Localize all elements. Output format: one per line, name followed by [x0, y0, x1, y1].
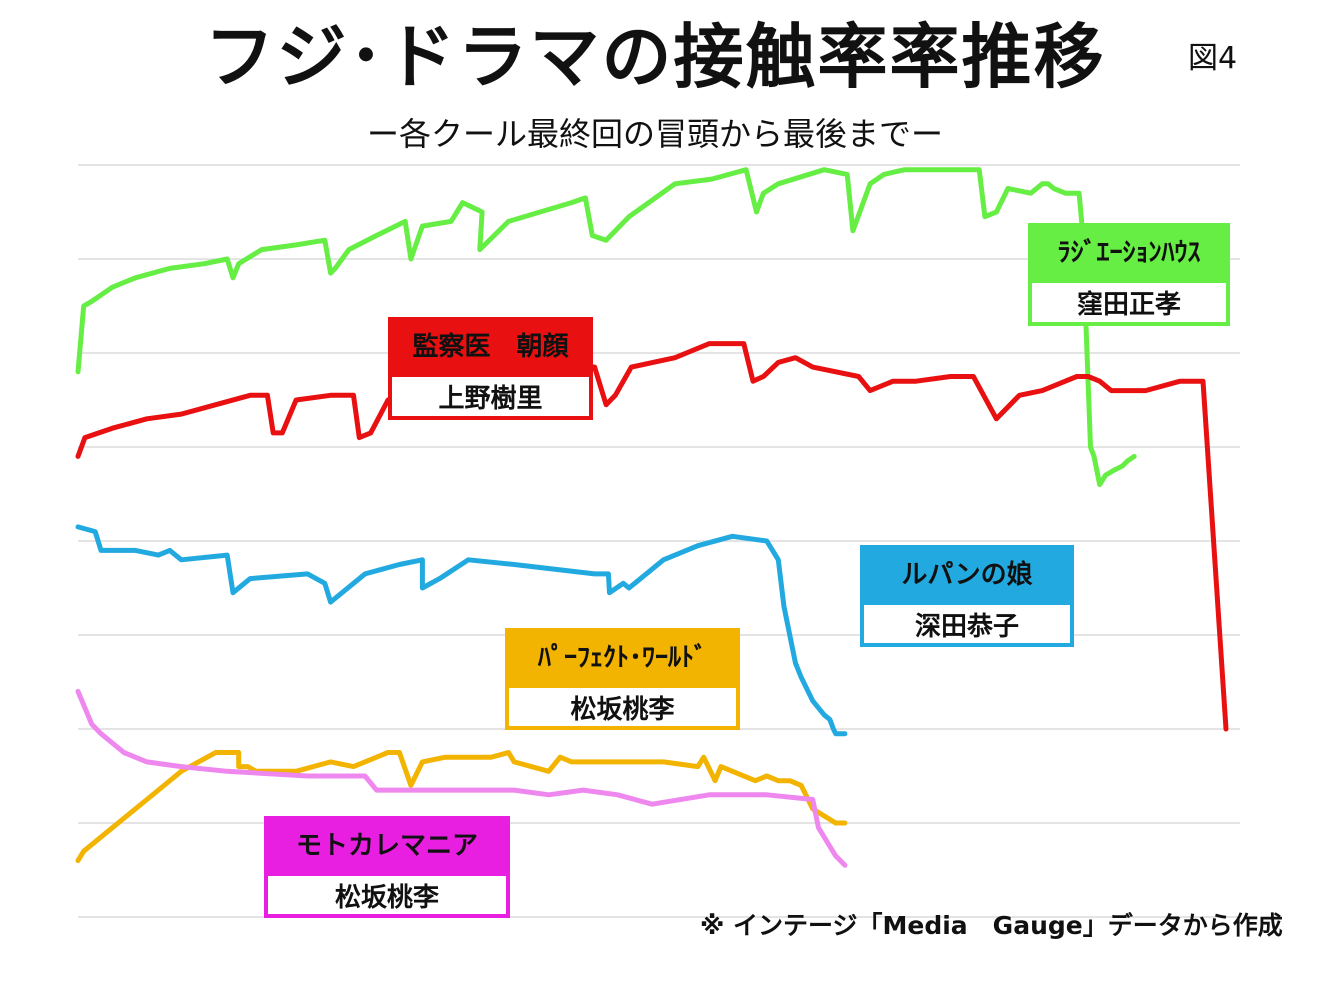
legend-kansatsui-asagao: 監察医 朝顔 上野樹里	[388, 317, 593, 420]
legend-show-label: ﾗｼﾞｴｰｼｮﾝﾊｳｽ	[1032, 227, 1226, 283]
legend-lupin-no-musume: ルパンの娘 深田恭子	[860, 545, 1074, 647]
series-line-2	[75, 524, 848, 737]
series-line-1	[75, 341, 1229, 732]
legend-actor-label: 松坂桃李	[570, 695, 675, 725]
legend-motokare-mania: モトカレマニア 松坂桃李	[264, 816, 510, 918]
legend-actor-label: 窪田正孝	[1076, 290, 1181, 320]
legend-show-label: モトカレマニア	[268, 820, 506, 876]
series-line-0	[75, 167, 1137, 488]
legend-perfect-world: ﾊﾟｰﾌｪｸﾄ･ﾜｰﾙﾄﾞ 松坂桃李	[505, 628, 740, 730]
series-line-4	[75, 688, 848, 868]
legend-actor-label: 松坂桃李	[334, 883, 439, 913]
legend-radiation-house: ﾗｼﾞｴｰｼｮﾝﾊｳｽ 窪田正孝	[1028, 223, 1230, 326]
series-line-3	[75, 750, 848, 864]
chart-subtitle: ー各クール最終回の冒頭から最後までー	[366, 115, 943, 153]
series-lines	[75, 167, 1229, 868]
legend-actor-label: 上野樹里	[438, 384, 543, 414]
figure-label: 図4	[1188, 41, 1238, 76]
chart-title: フジ･ドラマの接触率率推移	[204, 16, 1106, 98]
source-note: ※ インテージ「Media Gauge」データから作成	[700, 911, 1283, 940]
legend-show-label: 監察医 朝顔	[392, 321, 589, 377]
legend-show-label: ﾊﾟｰﾌｪｸﾄ･ﾜｰﾙﾄﾞ	[509, 632, 736, 688]
legend-actor-label: 深田恭子	[914, 612, 1019, 642]
legend-show-label: ルパンの娘	[864, 549, 1070, 605]
